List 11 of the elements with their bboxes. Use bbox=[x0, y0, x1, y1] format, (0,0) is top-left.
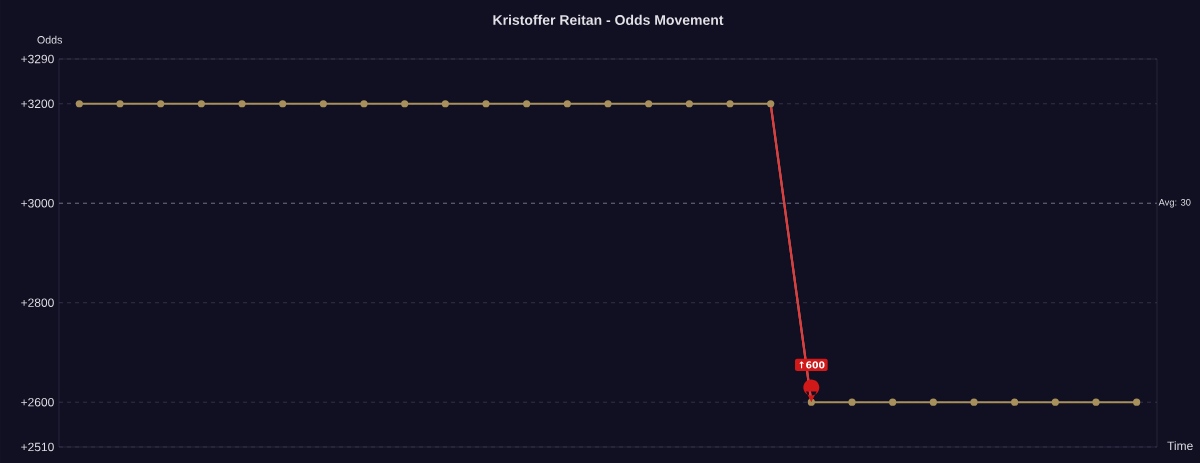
text: Avg: 30 bbox=[1158, 199, 1191, 208]
y-axis-title: Odds bbox=[37, 35, 63, 44]
annotation: ↑600 bbox=[799, 361, 825, 369]
y-tick-label: +3200 bbox=[21, 99, 54, 109]
y-tick-label: +2600 bbox=[21, 397, 54, 407]
chart-title: Kristoffer Reitan - Odds Movement bbox=[493, 14, 724, 25]
y-tick-label: +2800 bbox=[21, 298, 54, 307]
y-tick-label: +3290 bbox=[21, 54, 54, 64]
x-axis-title: Time bbox=[1167, 441, 1193, 451]
y-tick-label: +2510 bbox=[21, 442, 54, 452]
y-tick-label: +3000 bbox=[21, 199, 54, 208]
